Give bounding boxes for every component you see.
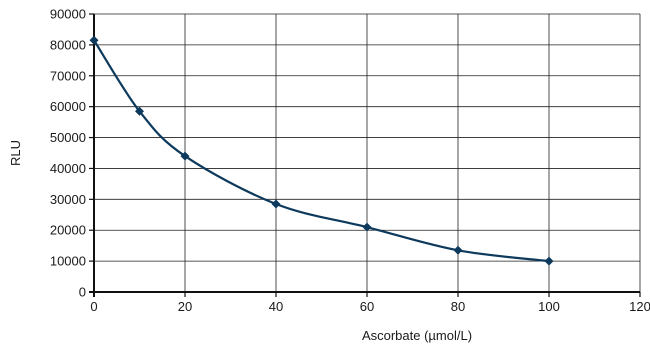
y-axis-label: RLU (8, 140, 23, 166)
y-tick-label: 0 (79, 285, 86, 300)
y-tick-label: 50000 (50, 130, 86, 145)
x-tick-label: 40 (269, 299, 283, 314)
x-tick-label: 100 (538, 299, 560, 314)
axes (89, 13, 641, 297)
x-tick-label: 120 (629, 299, 650, 314)
data-point (544, 256, 554, 266)
x-axis-label: Ascorbate (µmol/L) (362, 328, 472, 343)
tick-labels: 0 10000 20000 30000 40000 50000 60000 70000 8000… (50, 7, 650, 315)
data-point (180, 151, 190, 161)
data-point (362, 222, 372, 232)
x-tick-label: 60 (360, 299, 374, 314)
x-tick-label: 80 (451, 299, 465, 314)
data-point (135, 106, 144, 116)
y-tick-label: 30000 (50, 192, 86, 207)
data-point (271, 199, 281, 209)
series-line (93, 39, 550, 263)
series (89, 35, 554, 266)
x-tick-label: 20 (178, 299, 192, 314)
grid (94, 13, 641, 292)
y-tick-label: 90000 (50, 7, 86, 22)
y-tick-label: 70000 (50, 68, 86, 83)
y-tick-label: 10000 (50, 254, 86, 269)
y-tick-label: 40000 (50, 161, 86, 176)
y-tick-label: 20000 (50, 223, 86, 238)
y-tick-label: 80000 (50, 37, 86, 52)
x-tick-label: 0 (90, 299, 97, 314)
y-tick-label: 60000 (50, 99, 86, 114)
data-point (89, 35, 99, 45)
data-point (453, 245, 463, 255)
